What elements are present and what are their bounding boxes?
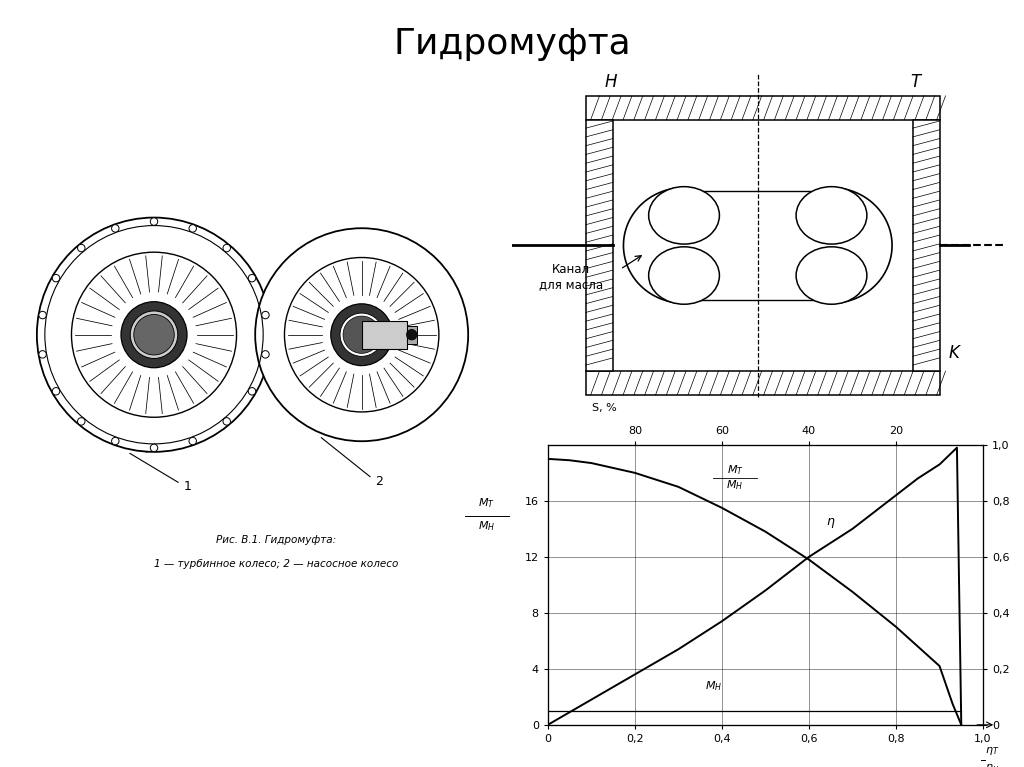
Circle shape: [39, 311, 46, 319]
Circle shape: [134, 314, 174, 355]
Text: H: H: [604, 73, 616, 91]
Circle shape: [343, 316, 380, 354]
Text: $M_H$: $M_H$: [726, 479, 743, 492]
Text: $η_T$: $η_T$: [985, 745, 998, 757]
Circle shape: [121, 301, 187, 367]
Text: $M_H$: $M_H$: [478, 518, 496, 532]
Circle shape: [112, 225, 119, 232]
Ellipse shape: [139, 218, 154, 452]
Text: K: K: [949, 344, 959, 362]
Circle shape: [52, 387, 59, 395]
Circle shape: [796, 247, 867, 304]
Circle shape: [72, 252, 237, 417]
Text: 1 — турбинное колесо; 2 — насосное колесо: 1 — турбинное колесо; 2 — насосное колес…: [155, 558, 398, 568]
Text: $M_T$: $M_T$: [727, 463, 743, 477]
Circle shape: [223, 418, 230, 425]
Circle shape: [796, 186, 867, 244]
Circle shape: [78, 245, 85, 252]
Circle shape: [151, 444, 158, 452]
Text: T: T: [910, 73, 921, 91]
Circle shape: [189, 225, 197, 232]
Circle shape: [340, 313, 383, 357]
Bar: [407, 326, 417, 344]
Text: Гидромуфта: Гидромуфта: [393, 27, 631, 61]
Circle shape: [37, 218, 271, 452]
Text: 1: 1: [183, 480, 191, 493]
Circle shape: [253, 225, 471, 444]
Circle shape: [648, 247, 720, 304]
Circle shape: [331, 304, 392, 366]
Text: $M_H$: $M_H$: [705, 679, 722, 693]
Circle shape: [189, 437, 197, 445]
Text: $η_н$: $η_н$: [985, 762, 998, 767]
Circle shape: [407, 330, 417, 340]
Circle shape: [285, 258, 439, 412]
Text: $M_T$: $M_T$: [478, 496, 496, 510]
Circle shape: [52, 275, 59, 282]
Circle shape: [248, 275, 256, 282]
Circle shape: [39, 351, 46, 358]
Text: S, %: S, %: [592, 403, 616, 413]
Circle shape: [34, 215, 273, 455]
Text: 2: 2: [375, 475, 383, 488]
Circle shape: [648, 186, 720, 244]
Bar: [586, 120, 612, 371]
Circle shape: [130, 311, 178, 358]
Bar: [586, 96, 940, 120]
Bar: [586, 371, 940, 395]
Circle shape: [223, 245, 230, 252]
Circle shape: [262, 311, 269, 319]
Text: Рис. В.1. Гидромуфта:: Рис. В.1. Гидромуфта:: [216, 535, 337, 545]
Bar: [912, 120, 940, 371]
Circle shape: [112, 437, 119, 445]
Bar: [361, 321, 407, 349]
Circle shape: [78, 418, 85, 425]
Circle shape: [151, 218, 158, 225]
Circle shape: [255, 229, 468, 441]
Circle shape: [262, 351, 269, 358]
Text: η: η: [826, 515, 835, 528]
Circle shape: [248, 387, 256, 395]
Text: Канал
для масла: Канал для масла: [539, 263, 603, 291]
